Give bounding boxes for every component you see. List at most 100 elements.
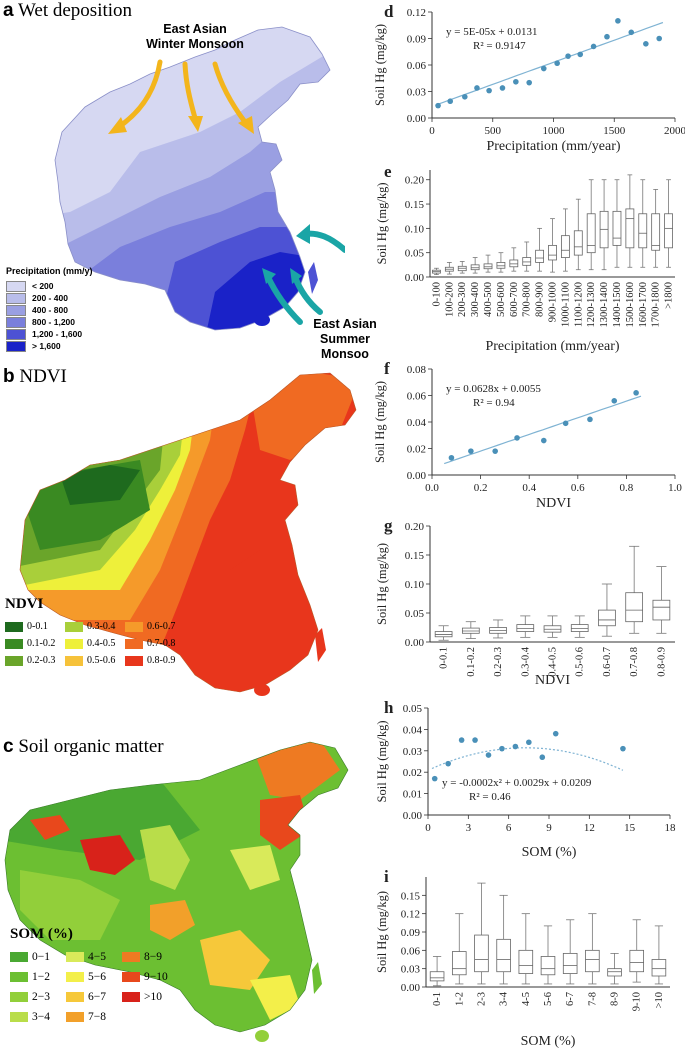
som-legend-label: 7−8 xyxy=(88,1011,106,1023)
chart-h-letter: h xyxy=(384,698,394,717)
chart-i-letter: i xyxy=(384,867,389,886)
y-tick-label: 0.05 xyxy=(403,703,423,715)
x-category-label: 4-5 xyxy=(521,992,532,1006)
box-iqr xyxy=(535,249,545,263)
x-tick-label: 6 xyxy=(506,822,512,834)
box-4 xyxy=(518,913,534,985)
y-tick-label: 0.04 xyxy=(403,724,423,736)
box-iqr xyxy=(560,235,570,258)
som-legend-item: 3−4 xyxy=(10,1011,50,1023)
precip-legend-swatch xyxy=(6,292,26,304)
chart-i-som-boxplot: i 0.00 0.03 0.06 0.09 0.12 0.15 Soil Hg (mg/kg)… xyxy=(375,867,670,1049)
data-point xyxy=(643,41,649,47)
som-legend-swatch xyxy=(10,992,28,1002)
ndvi-hainan-shape xyxy=(254,684,270,696)
x-tick-label: 0.2 xyxy=(474,482,488,494)
panel-b-title: b NDVI xyxy=(3,366,67,388)
ndvi-legend-swatch xyxy=(5,655,23,666)
som-legend-label: 9−10 xyxy=(144,971,168,983)
chart-f-letter: f xyxy=(384,359,390,378)
x-axis-title: NDVI xyxy=(535,673,570,688)
x-category-label: >1800 xyxy=(664,282,675,309)
box-iqr xyxy=(516,624,535,632)
som-legend-label: 6−7 xyxy=(88,991,106,1003)
x-category-label: 500-600 xyxy=(496,282,507,317)
r-squared-label: R² = 0.94 xyxy=(473,397,515,409)
y-tick-label: 0.15 xyxy=(405,199,425,211)
ndvi-legend-swatch xyxy=(5,638,23,649)
box-4 xyxy=(483,254,493,273)
y-tick-label: 0.00 xyxy=(405,272,425,284)
x-category-label: 0-0.1 xyxy=(439,647,450,669)
box-iqr xyxy=(664,213,673,249)
data-point xyxy=(485,752,492,758)
box-12 xyxy=(586,179,596,271)
som-legend-label: 4−5 xyxy=(88,951,106,963)
precip-legend-item: < 200 xyxy=(6,280,93,292)
trend-line xyxy=(431,747,624,771)
data-point xyxy=(620,745,626,752)
x-category-label: 0.6-0.7 xyxy=(602,647,613,677)
data-point xyxy=(472,737,478,743)
som-legend-item: 9−10 xyxy=(122,971,168,983)
box-iqr xyxy=(652,599,671,621)
panel-c-title-text: Soil organic matter xyxy=(18,736,164,757)
ndvi-legend-label: 0-0.1 xyxy=(27,621,48,632)
data-point xyxy=(458,737,465,743)
box-3 xyxy=(470,257,480,274)
box-8 xyxy=(607,952,622,985)
ndvi-legend-swatch xyxy=(65,638,83,649)
som-legend-label: 1−2 xyxy=(32,971,50,983)
ndvi-legend-swatch xyxy=(125,655,143,666)
y-tick-label: 0.20 xyxy=(405,521,425,533)
y-axis-title: Soil Hg (mg/kg) xyxy=(375,543,389,625)
winter-monsoon-arrows xyxy=(117,59,248,129)
ndvi-legend-label: 0.5-0.6 xyxy=(87,655,116,666)
box-5 xyxy=(496,252,506,273)
data-point xyxy=(554,60,560,67)
x-tick-label: 2000 xyxy=(664,125,685,137)
box-iqr xyxy=(522,257,532,266)
map-ndvi xyxy=(19,372,357,696)
som-legend-label: 5−6 xyxy=(88,971,106,983)
data-point xyxy=(431,775,438,782)
precip-legend-item: 200 - 400 xyxy=(6,292,93,304)
x-category-label: 9-10 xyxy=(632,992,643,1011)
box-6 xyxy=(509,247,519,272)
x-category-label: 0.1-0.2 xyxy=(466,647,477,677)
x-category-label: 5-6 xyxy=(543,992,554,1006)
y-axis-title: Soil Hg (mg/kg) xyxy=(375,183,389,265)
box-7 xyxy=(625,545,644,634)
box-10 xyxy=(560,208,570,272)
precip-legend-label: 400 - 800 xyxy=(32,305,68,315)
x-tick-label: 9 xyxy=(546,822,552,834)
precip-legend: Precipitation (mm/y) < 200 200 - 400 400 -… xyxy=(6,266,93,352)
x-tick-label: 0.0 xyxy=(425,482,439,494)
box-iqr xyxy=(612,210,622,246)
data-point xyxy=(565,53,571,59)
data-point xyxy=(628,29,635,36)
summer-monsoon-line-2: Summer Monsoo xyxy=(319,332,371,361)
x-category-label: 200-300 xyxy=(457,282,468,317)
panel-a-title: a Wet deposition xyxy=(3,0,132,22)
data-point xyxy=(474,85,480,91)
x-axis-title: Precipitation (mm/year) xyxy=(485,339,619,354)
y-tick-label: 0.00 xyxy=(403,810,423,822)
x-category-label: 1400-1500 xyxy=(612,282,623,328)
data-point xyxy=(604,33,610,40)
x-category-label: 1700-1800 xyxy=(651,282,662,328)
som-legend-item: 8−9 xyxy=(122,951,162,963)
data-point xyxy=(562,420,569,427)
data-point xyxy=(540,437,547,444)
som-legend-item: 0−1 xyxy=(10,951,50,963)
x-tick-label: 3 xyxy=(466,822,472,834)
y-tick-label: 0.15 xyxy=(401,890,421,902)
box-iqr xyxy=(518,949,534,974)
precip-legend-item: 800 - 1,200 xyxy=(6,316,93,328)
r-squared-label: R² = 0.9147 xyxy=(473,40,526,52)
winter-arrow-head-3 xyxy=(238,116,254,134)
box-11 xyxy=(573,198,583,271)
x-category-label: 900-1000 xyxy=(548,282,559,322)
x-tick-label: 12 xyxy=(584,822,595,834)
box-2 xyxy=(489,619,507,639)
